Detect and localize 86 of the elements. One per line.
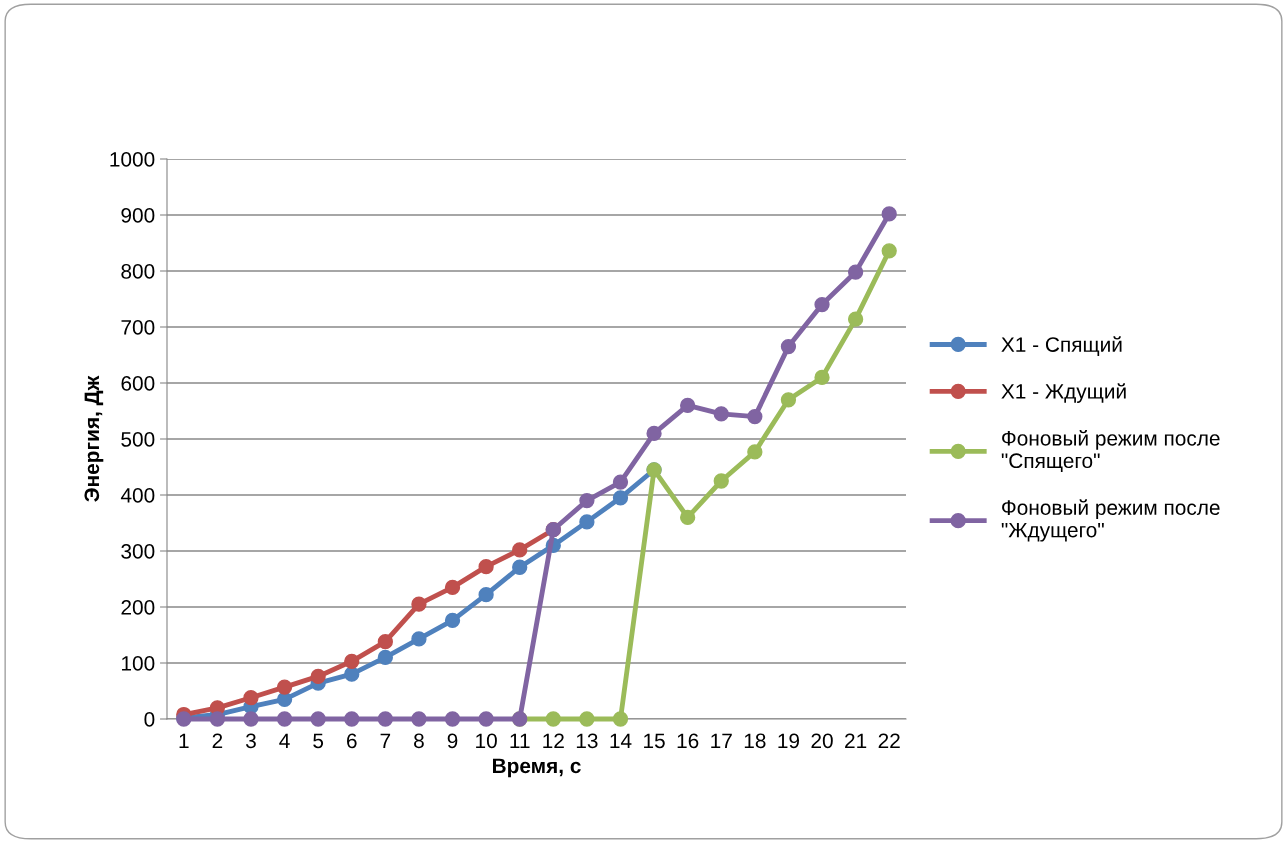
x-tick-label: 11 — [510, 733, 530, 748]
x-tick-label: 6 — [347, 733, 357, 749]
x-tick-label: 8 — [414, 733, 424, 749]
y-tick-label: 100 — [122, 656, 155, 671]
point — [747, 408, 763, 425]
point — [847, 264, 864, 280]
point — [411, 711, 427, 727]
point — [780, 392, 797, 408]
point — [713, 473, 729, 489]
point — [814, 369, 830, 386]
point — [344, 666, 360, 682]
point — [377, 711, 393, 727]
x-tick-label: 14 — [610, 733, 632, 748]
y-tick-label: 600 — [121, 376, 155, 391]
point — [411, 631, 427, 647]
point — [646, 425, 662, 442]
point — [411, 596, 427, 612]
x-tick-label: 10 — [476, 733, 497, 749]
point — [881, 243, 897, 259]
legend-label: Фоновый режим после "Спящего" — [1001, 430, 1220, 473]
point — [545, 711, 561, 727]
point — [512, 559, 528, 575]
x-tick-label: 4 — [279, 733, 290, 748]
point — [747, 444, 763, 460]
point — [612, 474, 629, 490]
x-tick-label: 7 — [380, 733, 391, 748]
y-tick-label: 1000 — [110, 152, 155, 167]
legend-label: Фоновый режим после "Ждущего" — [1001, 499, 1220, 542]
point — [478, 587, 494, 603]
x-tick-label: 15 — [644, 733, 665, 749]
point — [713, 406, 729, 422]
x-tick-label: 21 — [845, 733, 867, 748]
x-tick-label: 19 — [778, 733, 800, 749]
point — [243, 711, 259, 727]
x-tick-label: 12 — [543, 733, 564, 748]
y-tick-label: 700 — [121, 320, 155, 335]
x-tick-label: 9 — [447, 733, 458, 749]
point — [881, 206, 897, 222]
point — [680, 509, 696, 526]
point — [478, 559, 494, 575]
y-tick-label: 0 — [144, 712, 155, 727]
point — [814, 296, 830, 313]
y-tick-label: 900 — [121, 208, 155, 223]
point — [310, 711, 326, 727]
point — [512, 542, 528, 558]
point — [377, 649, 393, 666]
x-tick-label: 22 — [878, 733, 900, 748]
y-axis-title: Энергия, Дж — [84, 375, 104, 502]
point — [680, 397, 696, 414]
x-tick-label: 13 — [576, 733, 598, 749]
point — [310, 668, 326, 685]
y-tick-label: 300 — [121, 544, 155, 559]
x-axis-title: Время, с — [493, 758, 581, 778]
point — [276, 691, 293, 708]
x-tick-label: 18 — [744, 733, 766, 749]
legend-label: X1 - Ждущий — [1001, 383, 1126, 403]
point — [780, 338, 797, 355]
point — [243, 690, 259, 706]
point — [579, 711, 595, 727]
point — [579, 514, 595, 530]
y-tick-label: 200 — [121, 600, 155, 615]
point — [612, 711, 629, 727]
x-tick-label: 16 — [677, 733, 699, 749]
x-tick-label: 2 — [212, 733, 223, 748]
x-tick-label: 5 — [313, 733, 324, 749]
point — [377, 634, 393, 650]
point — [612, 490, 629, 506]
x-tick-label: 20 — [811, 733, 833, 749]
y-tick-label: 500 — [121, 432, 155, 447]
legend-label: X1 - Спящий — [1001, 336, 1122, 356]
point — [276, 679, 293, 695]
point — [344, 653, 360, 669]
point — [847, 311, 864, 327]
point — [444, 579, 461, 596]
point — [344, 711, 360, 727]
point — [444, 711, 461, 727]
y-tick-label: 400 — [120, 488, 155, 503]
point — [276, 711, 293, 727]
x-tick-label: 17 — [711, 733, 732, 748]
point — [444, 612, 461, 629]
x-tick-label: 3 — [245, 733, 256, 749]
y-tick-label: 800 — [121, 264, 155, 279]
point — [209, 711, 226, 727]
point — [579, 492, 595, 509]
point — [478, 711, 494, 727]
x-tick-label: 1 — [179, 733, 189, 748]
